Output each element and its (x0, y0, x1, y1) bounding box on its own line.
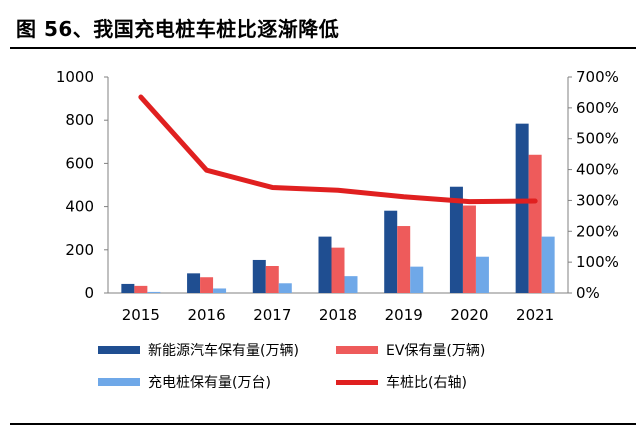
bar-nev (515, 123, 529, 293)
x-tick-label: 2016 (187, 306, 225, 324)
x-tick-label: 2019 (385, 306, 423, 324)
bar-charger (147, 291, 161, 293)
legend-label-ev: EV保有量(万辆) (386, 343, 486, 359)
legend-item-ratio: 车桩比(右轴) (336, 372, 467, 392)
bar-nev (252, 259, 266, 293)
legend-item-ev: EV保有量(万辆) (336, 340, 485, 360)
chart-title: 图 56、我国充电桩车桩比逐渐降低 (16, 17, 340, 41)
right-tick-label: 200% (576, 222, 619, 240)
bar-charger (475, 256, 489, 293)
bar-nev (318, 236, 332, 293)
bar-ev (331, 247, 345, 293)
legend-swatch-ev (336, 346, 378, 354)
left-tick-label: 1000 (56, 68, 94, 86)
bar-ev (265, 266, 279, 293)
legend-swatch-ratio (336, 379, 378, 385)
legend-item-charger: 充电桩保有量(万台) (98, 372, 271, 392)
bar-ev (462, 205, 476, 293)
bottom-divider (10, 423, 636, 425)
x-tick-label: 2020 (450, 306, 488, 324)
right-tick-label: 700% (576, 68, 619, 86)
bar-ev (200, 277, 214, 293)
bar-charger (344, 276, 358, 293)
x-tick-label: 2015 (122, 306, 160, 324)
left-tick-label: 400 (65, 198, 94, 216)
bar-nev (384, 210, 398, 293)
left-tick-label: 0 (84, 284, 94, 302)
x-tick-label: 2017 (253, 306, 291, 324)
left-tick-label: 600 (65, 154, 94, 172)
right-tick-label: 100% (576, 253, 619, 271)
bar-charger (541, 236, 555, 293)
title-divider (10, 47, 636, 49)
ratio-line (138, 94, 538, 205)
bar-ev (397, 226, 411, 293)
legend-label-charger: 充电桩保有量(万台) (148, 375, 271, 391)
right-tick-label: 600% (576, 99, 619, 117)
bar-ev (528, 154, 542, 293)
right-tick-label: 400% (576, 161, 619, 179)
bar-charger (213, 288, 227, 293)
legend-label-nev: 新能源汽车保有量(万辆) (148, 343, 299, 359)
bar-nev (121, 283, 135, 293)
legend-label-ratio: 车桩比(右轴) (386, 375, 467, 391)
right-tick-label: 0% (576, 284, 600, 302)
x-tick-label: 2021 (516, 306, 554, 324)
bar-nev (187, 273, 201, 293)
bar-ev (134, 285, 148, 293)
legend-swatch-charger (98, 378, 140, 386)
right-tick-label: 500% (576, 130, 619, 148)
bar-nev (449, 186, 463, 293)
bar-charger (278, 283, 292, 293)
legend-item-nev: 新能源汽车保有量(万辆) (98, 340, 299, 360)
x-tick-label: 2018 (319, 306, 357, 324)
bar-charger (410, 266, 424, 293)
left-tick-label: 200 (65, 241, 94, 259)
right-tick-label: 300% (576, 191, 619, 209)
left-tick-label: 800 (65, 111, 94, 129)
legend-swatch-nev (98, 346, 140, 354)
